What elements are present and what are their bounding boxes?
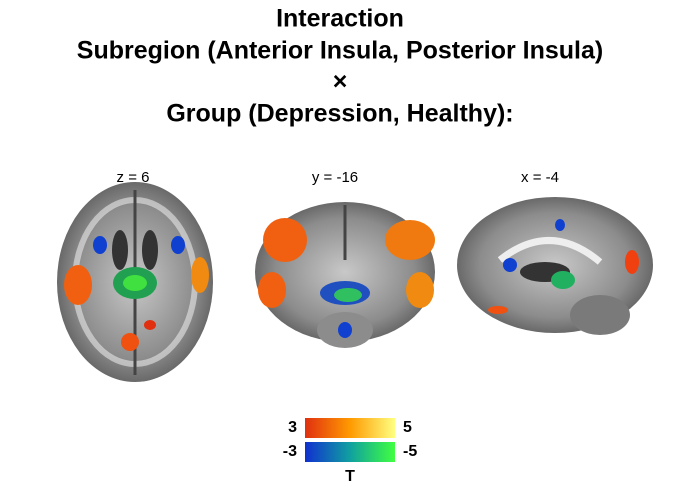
colorbar-label: -3 [283,443,297,460]
title-line: Subregion (Anterior Insula, Posterior In… [77,37,603,65]
slice-label: z = 6 [117,169,150,186]
colorbar-label: 3 [288,419,297,436]
colorbar-label: 5 [403,419,412,436]
positive-scale [305,418,395,438]
slice-label: x = -4 [521,169,559,186]
coronal-slice [255,202,435,348]
slice-label: y = -16 [312,169,358,186]
colorbar: 3 5 -3 -5 T [283,418,417,485]
sagittal-slice [457,197,653,335]
colorbar-label: -5 [403,443,417,460]
title-line: Group (Depression, Healthy): [166,100,513,128]
title-line: Interaction [276,5,404,33]
negative-scale [305,442,395,462]
axial-slice [57,182,213,382]
title-line: × [333,68,348,96]
colorbar-title: T [345,468,355,485]
